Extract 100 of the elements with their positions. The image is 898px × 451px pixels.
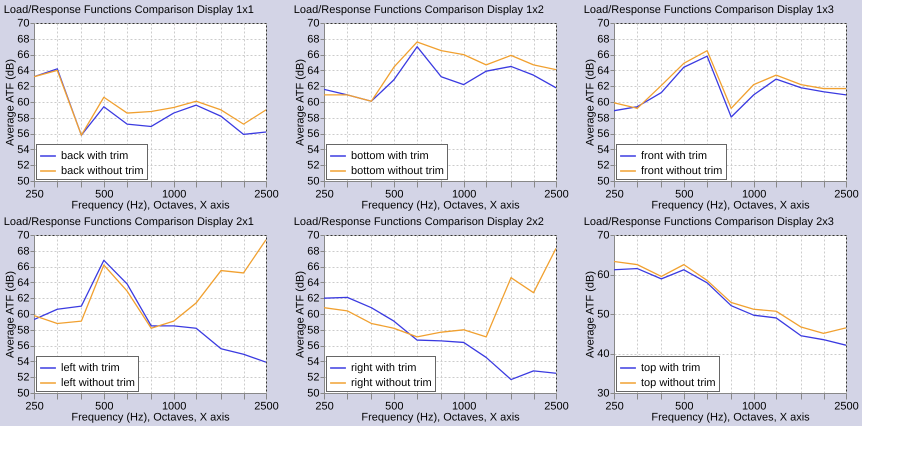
y-tick-label: 54 <box>17 356 30 368</box>
x-tick-label: 1000 <box>162 188 186 200</box>
y-axis-title: Average ATF (dB) <box>4 58 16 146</box>
x-tick-label: 500 <box>675 188 694 200</box>
x-tick-label: 2500 <box>254 400 279 412</box>
x-tick-label: 500 <box>675 400 694 412</box>
chart-title: Load/Response Functions Comparison Display 2x3 <box>584 216 834 228</box>
y-tick-label: 66 <box>597 49 610 62</box>
y-tick-label: 54 <box>597 144 610 156</box>
y-tick-label: 68 <box>17 245 30 258</box>
y-tick-label: 64 <box>307 64 320 77</box>
legend-label: bottom without trim <box>351 165 444 177</box>
y-tick-label: 54 <box>17 144 30 156</box>
x-axis-title: Frequency (Hz), Octaves, X axis <box>651 200 810 212</box>
line-series <box>324 248 556 338</box>
line-series <box>614 56 846 118</box>
y-tick-label: 52 <box>17 372 30 384</box>
y-tick-label: 68 <box>307 245 320 258</box>
y-tick-label: 60 <box>597 96 610 108</box>
y-tick-label: 60 <box>307 308 320 320</box>
y-tick-label: 56 <box>307 128 320 140</box>
y-tick-label: 60 <box>17 308 30 320</box>
y-tick-label: 56 <box>17 340 30 352</box>
legend-label: back with trim <box>61 150 128 162</box>
y-tick-label: 58 <box>307 112 320 124</box>
x-axis-title: Frequency (Hz), Octaves, X axis <box>71 200 230 212</box>
y-tick-label: 56 <box>597 128 610 140</box>
y-tick-label: 68 <box>597 33 610 46</box>
x-tick-label: 1000 <box>162 400 186 412</box>
legend-label: top without trim <box>641 377 716 389</box>
y-tick-label: 64 <box>17 276 30 289</box>
x-tick-label: 250 <box>605 400 624 412</box>
x-axis-title: Frequency (Hz), Octaves, X axis <box>71 412 230 424</box>
y-tick-label: 58 <box>597 112 610 124</box>
chart-title: Load/Response Functions Comparison Display 1x1 <box>4 4 254 16</box>
y-tick-label: 70 <box>307 18 320 30</box>
y-tick-label: 52 <box>307 160 320 172</box>
y-tick-label: 50 <box>597 308 610 320</box>
y-tick-label: 62 <box>307 80 320 93</box>
y-tick-label: 50 <box>597 176 610 188</box>
line-series <box>614 260 846 334</box>
x-tick-label: 250 <box>315 400 334 412</box>
y-tick-label: 52 <box>597 160 610 172</box>
y-tick-label: 66 <box>17 49 30 62</box>
x-tick-label: 1000 <box>452 188 476 200</box>
legend-label: left with trim <box>61 362 120 374</box>
legend-label: bottom with trim <box>351 150 429 162</box>
y-tick-label: 64 <box>17 64 30 77</box>
y-tick-label: 66 <box>307 49 320 62</box>
y-tick-label: 54 <box>307 356 320 368</box>
y-tick-label: 56 <box>307 340 320 352</box>
y-tick-label: 70 <box>17 18 30 30</box>
y-tick-label: 70 <box>597 18 610 30</box>
y-tick-label: 50 <box>17 176 30 188</box>
legend-label: front without trim <box>641 165 722 177</box>
y-tick-label: 68 <box>17 33 30 46</box>
y-axis-title: Average ATF (dB) <box>584 58 596 146</box>
x-tick-label: 500 <box>95 400 114 412</box>
legend-label: top with trim <box>641 362 700 374</box>
y-tick-label: 68 <box>307 33 320 46</box>
x-tick-label: 1000 <box>742 400 766 412</box>
y-tick-label: 62 <box>597 80 610 93</box>
y-tick-label: 50 <box>307 176 320 188</box>
legend-label: right without trim <box>351 377 432 389</box>
x-tick-label: 250 <box>25 400 44 412</box>
chart-title: Load/Response Functions Comparison Display 2x1 <box>4 216 254 228</box>
y-axis-title: Average ATF (dB) <box>584 270 596 358</box>
x-tick-label: 500 <box>385 188 404 200</box>
y-tick-label: 56 <box>17 128 30 140</box>
x-tick-label: 1000 <box>452 400 476 412</box>
y-tick-label: 64 <box>597 64 610 77</box>
line-series <box>34 260 266 363</box>
line-series <box>614 50 846 109</box>
y-tick-label: 70 <box>597 230 610 242</box>
legend-label: right with trim <box>351 362 416 374</box>
x-tick-label: 2500 <box>834 400 859 412</box>
y-tick-label: 70 <box>307 230 320 242</box>
y-tick-label: 52 <box>307 372 320 384</box>
y-tick-label: 60 <box>307 96 320 108</box>
legend-label: back without trim <box>61 165 144 177</box>
y-tick-label: 58 <box>17 112 30 124</box>
y-tick-label: 50 <box>307 388 320 400</box>
x-tick-label: 2500 <box>254 188 279 200</box>
chart-title: Load/Response Functions Comparison Display 1x3 <box>584 4 834 16</box>
x-tick-label: 500 <box>385 400 404 412</box>
x-tick-label: 250 <box>315 188 334 200</box>
y-tick-label: 60 <box>17 96 30 108</box>
y-tick-label: 40 <box>597 348 610 360</box>
x-axis-title: Frequency (Hz), Octaves, X axis <box>361 412 520 424</box>
y-tick-label: 58 <box>307 324 320 336</box>
y-axis-title: Average ATF (dB) <box>294 270 306 358</box>
legend-label: front with trim <box>641 150 708 162</box>
line-series <box>614 268 846 346</box>
legend-label: left without trim <box>61 377 135 389</box>
x-tick-label: 500 <box>95 188 114 200</box>
x-axis-title: Frequency (Hz), Octaves, X axis <box>651 412 810 424</box>
y-tick-label: 62 <box>17 292 30 305</box>
y-tick-label: 66 <box>17 261 30 274</box>
y-axis-title: Average ATF (dB) <box>4 270 16 358</box>
x-tick-label: 2500 <box>834 188 859 200</box>
